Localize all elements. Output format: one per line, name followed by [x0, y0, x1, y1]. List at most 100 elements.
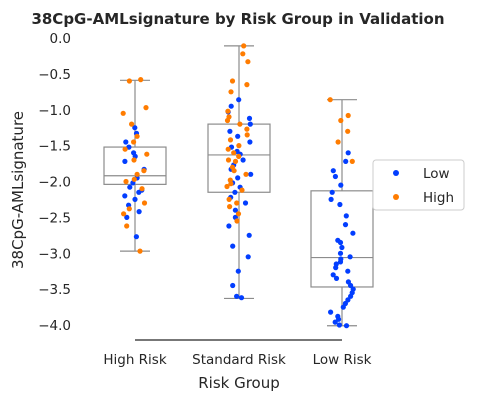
data-point-high: [226, 196, 232, 202]
data-point-high: [120, 110, 126, 116]
data-point-low: [122, 193, 128, 199]
data-point-low: [345, 150, 351, 156]
y-tick-label: 0.0: [50, 31, 71, 47]
data-point-low: [329, 189, 335, 195]
data-point-high: [225, 108, 231, 114]
data-point-high: [345, 128, 351, 134]
data-point-low: [343, 323, 350, 329]
data-point-high: [239, 187, 245, 193]
data-point-low: [132, 196, 138, 202]
data-point-low: [240, 157, 246, 163]
data-point-high: [124, 223, 130, 229]
data-point-low: [333, 275, 340, 281]
data-point-high: [137, 248, 143, 254]
data-point-high: [141, 168, 147, 174]
data-point-high: [244, 132, 250, 138]
data-point-low: [235, 268, 241, 274]
data-point-low: [245, 254, 251, 260]
data-point-low: [348, 282, 354, 289]
legend-marker-high: [393, 194, 399, 200]
data-point-low: [330, 168, 336, 174]
data-point-low: [136, 189, 142, 195]
data-point-low: [350, 230, 356, 236]
data-point-high: [335, 139, 341, 145]
data-point-high: [139, 186, 145, 192]
y-tick-label: −2.5: [38, 210, 71, 226]
data-point-low: [345, 268, 351, 274]
data-point-high: [131, 157, 137, 163]
data-point-low: [343, 158, 349, 164]
data-point-low: [242, 200, 249, 206]
data-point-high: [231, 168, 237, 174]
data-point-high: [232, 158, 239, 164]
data-point-low: [246, 232, 252, 238]
data-point-low: [328, 196, 334, 202]
data-point-low: [234, 293, 240, 299]
data-point-high: [134, 133, 140, 139]
data-point-high: [228, 181, 234, 187]
data-point-high: [241, 43, 247, 49]
legend: Low High: [372, 159, 465, 211]
data-point-low: [122, 158, 128, 164]
chart-title: 38CpG-AMLsignature by Risk Group in Vali…: [31, 10, 444, 28]
y-axis-label: 38CpG-AMLsignature: [9, 111, 27, 269]
data-point-high: [122, 146, 128, 152]
data-point-low: [236, 97, 242, 103]
data-point-low: [337, 239, 344, 246]
data-point-high: [224, 117, 231, 124]
data-point-low: [136, 209, 142, 215]
data-point-low: [339, 244, 345, 251]
data-point-high: [244, 82, 250, 88]
data-point-low: [347, 254, 353, 260]
data-point-high: [237, 121, 243, 127]
data-point-high: [225, 157, 232, 163]
data-point-low: [332, 319, 338, 325]
data-point-high: [131, 139, 137, 145]
data-point-high: [123, 178, 129, 185]
data-point-high: [240, 51, 246, 57]
box-plots: [103, 45, 374, 327]
data-point-low: [337, 250, 344, 256]
y-tick-label: −1.0: [38, 103, 71, 119]
data-point-low: [232, 189, 238, 195]
y-tick-label: −3.0: [38, 246, 71, 262]
data-point-low: [332, 173, 338, 180]
data-point-low: [246, 115, 253, 121]
data-point-low: [247, 121, 253, 127]
data-point-high: [121, 211, 127, 217]
data-point-low: [330, 272, 336, 278]
data-point-high: [235, 211, 242, 217]
data-point-low: [328, 309, 334, 315]
y-axis-ticks: 0.0 −0.5 −1.0 −1.5 −2.0 −2.5 −3.0 −3.5 −4.0: [38, 31, 71, 334]
data-point-low: [226, 223, 232, 229]
data-point-high: [234, 200, 240, 206]
y-tick-label: −1.5: [38, 139, 71, 155]
data-point-low: [235, 175, 241, 181]
data-point-high: [227, 137, 234, 143]
data-point-high: [236, 153, 242, 159]
data-point-low: [235, 133, 241, 139]
data-point-high: [126, 206, 132, 212]
data-point-high: [144, 151, 150, 157]
data-point-high: [349, 158, 355, 164]
y-tick-label: −0.5: [38, 67, 71, 83]
data-point-high: [231, 150, 237, 156]
data-point-high: [143, 105, 149, 111]
data-point-low: [336, 322, 342, 328]
data-point-low: [247, 139, 253, 145]
data-point-high: [245, 59, 251, 65]
data-point-low: [124, 214, 130, 220]
x-tick-label: High Risk: [103, 352, 166, 368]
x-axis-ticks: High Risk Standard Risk Low Risk: [103, 352, 371, 368]
box-iqr: [310, 190, 374, 288]
data-point-low: [348, 293, 354, 299]
data-point-low: [337, 201, 343, 208]
legend-marker-low: [393, 170, 399, 176]
strip-points: [120, 43, 356, 329]
data-point-low: [232, 207, 238, 213]
y-tick-label: −2.0: [38, 175, 71, 191]
legend-label-low: Low: [423, 166, 450, 182]
data-point-high: [227, 204, 233, 210]
data-point-high: [225, 146, 231, 152]
data-point-high: [138, 77, 144, 83]
